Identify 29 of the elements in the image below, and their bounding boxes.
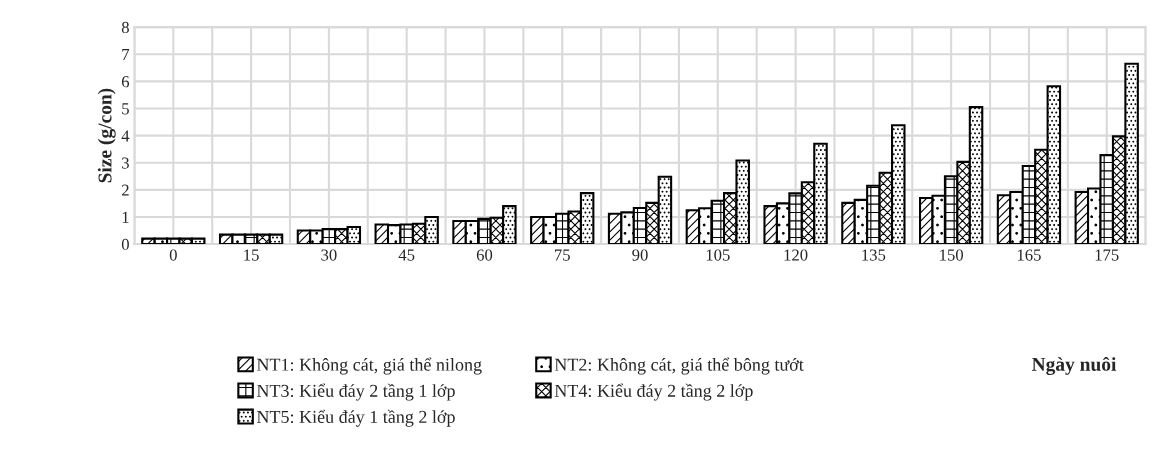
x-tick-label: 150 [940,249,964,261]
y-axis-title: Size (g/con) [97,88,116,183]
y-tick-label: 4 [121,130,130,142]
legend-label: NT1: Không cát, giá thể nilong [256,357,482,375]
x-tick-label: 135 [862,249,886,261]
x-tick-label: 175 [1095,249,1119,261]
x-tick-label: 15 [244,249,259,261]
x-tick-label: 120 [784,249,808,261]
x-tick-label: 90 [632,249,648,261]
y-tick-label: 0 [121,238,129,251]
y-tick-label: 3 [122,157,129,169]
x-tick-label: 75 [555,249,570,261]
legend-label: NT4: Kiểu đáy 2 tầng 2 lớp [554,383,753,401]
x-axis-title: Ngày nuôi [1031,356,1117,375]
y-tick-label: 5 [122,103,129,115]
x-tick-label: 165 [1017,249,1041,261]
x-tick-label: 0 [169,249,177,261]
x-tick-label: 45 [398,249,415,261]
y-tick-label: 7 [122,49,130,61]
y-tick-label: 8 [121,21,129,34]
legend-label: NT3: Kiểu đáy 2 tầng 1 lớp [256,383,455,401]
legend-label: NT5: Kiểu đáy 1 tầng 2 lớp [256,409,455,427]
legend-label: NT2: Không cát, giá thể bông tướt [554,357,804,375]
y-tick-label: 1 [122,211,129,223]
y-tick-label: 6 [121,76,130,88]
y-tick-label: 2 [121,184,129,196]
x-tick-label: 60 [476,249,493,261]
x-tick-label: 105 [706,249,730,261]
x-tick-label: 30 [321,249,337,261]
